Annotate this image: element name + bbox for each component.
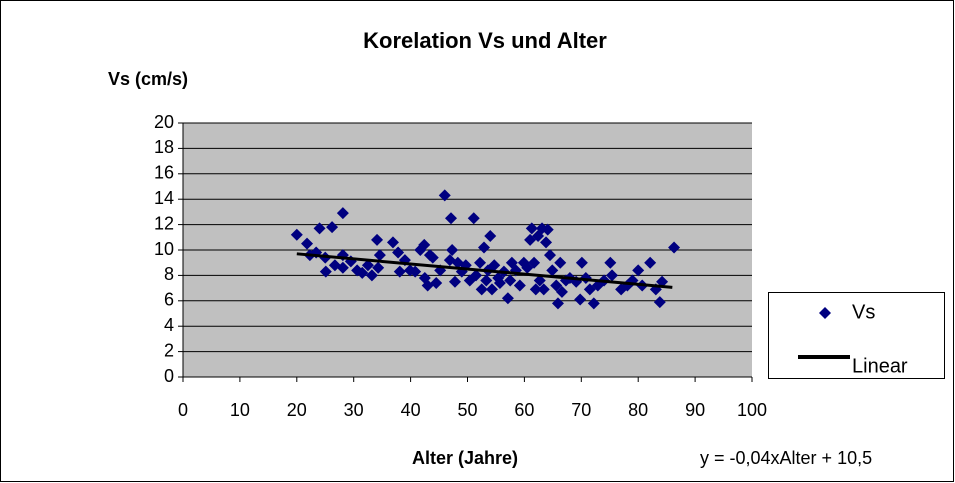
y-tick-label: 4 xyxy=(164,315,174,335)
point xyxy=(551,297,564,310)
point xyxy=(537,283,550,296)
y-tick-label: 0 xyxy=(164,366,174,386)
x-tick-label: 60 xyxy=(514,400,534,420)
point xyxy=(430,277,443,290)
point xyxy=(504,274,517,287)
point xyxy=(372,261,385,274)
point xyxy=(632,264,645,277)
point xyxy=(313,222,326,235)
point xyxy=(541,223,554,236)
y-axis-label: Vs (cm/s) xyxy=(108,69,188,89)
x-tick-label: 80 xyxy=(628,400,648,420)
legend-label: Linear xyxy=(852,355,908,377)
y-tick-label: 6 xyxy=(164,290,174,310)
x-tick-label: 40 xyxy=(401,400,421,420)
point xyxy=(533,274,546,287)
annotation: y = -0,04xAlter + 10,5 xyxy=(700,448,872,468)
point xyxy=(392,246,405,259)
point xyxy=(475,283,488,296)
point xyxy=(365,269,378,282)
point xyxy=(525,222,538,235)
point xyxy=(550,279,563,292)
x-tick-label: 70 xyxy=(571,400,591,420)
legend-label: Vs xyxy=(852,301,875,323)
point xyxy=(587,297,600,310)
point xyxy=(373,249,386,262)
legend xyxy=(768,292,945,379)
point xyxy=(409,265,422,278)
y-tick-label: 8 xyxy=(164,264,174,284)
x-axis-label: Alter (Jahre) xyxy=(412,448,518,468)
point xyxy=(544,249,557,262)
y-tick-label: 16 xyxy=(154,163,174,183)
point xyxy=(361,259,374,272)
point xyxy=(644,256,657,269)
point xyxy=(467,212,480,225)
point xyxy=(470,269,483,282)
x-tick-label: 10 xyxy=(230,400,250,420)
point xyxy=(444,212,457,225)
point xyxy=(356,266,369,279)
point xyxy=(301,237,314,250)
y-tick-label: 12 xyxy=(154,213,174,233)
point xyxy=(290,228,303,241)
y-tick-label: 20 xyxy=(154,112,174,132)
point xyxy=(606,269,619,282)
point xyxy=(386,236,399,249)
trendline xyxy=(296,252,673,289)
x-tick-label: 50 xyxy=(457,400,477,420)
y-tick-label: 18 xyxy=(154,137,174,157)
point xyxy=(426,251,439,264)
point xyxy=(326,221,339,234)
y-tick-label: 2 xyxy=(164,340,174,360)
point xyxy=(446,244,459,256)
point xyxy=(418,238,431,251)
point xyxy=(393,265,406,278)
point xyxy=(336,207,349,220)
point xyxy=(319,265,332,278)
x-tick-label: 100 xyxy=(737,400,767,420)
point xyxy=(653,296,666,309)
point xyxy=(555,285,568,298)
point xyxy=(493,277,506,290)
point xyxy=(480,274,493,287)
point xyxy=(668,241,681,254)
point xyxy=(574,293,587,306)
point xyxy=(438,189,451,202)
point xyxy=(310,246,323,259)
point xyxy=(529,283,542,296)
point xyxy=(484,230,497,243)
point xyxy=(546,264,559,277)
chart-title: Korelation Vs und Alter xyxy=(363,28,607,53)
x-tick-label: 0 xyxy=(178,400,188,420)
point xyxy=(554,256,567,269)
point xyxy=(604,256,617,269)
point xyxy=(488,259,501,272)
point xyxy=(336,261,349,274)
x-tick-label: 90 xyxy=(685,400,705,420)
point xyxy=(528,256,541,269)
point xyxy=(501,292,514,305)
point xyxy=(448,275,461,288)
legend-swatch xyxy=(819,307,831,319)
point xyxy=(505,256,518,269)
point xyxy=(540,236,553,249)
point xyxy=(474,256,487,269)
y-tick-label: 10 xyxy=(154,239,174,259)
point xyxy=(513,279,526,292)
x-tick-label: 20 xyxy=(287,400,307,420)
x-tick-label: 30 xyxy=(344,400,364,420)
point xyxy=(575,256,588,269)
point xyxy=(371,233,384,246)
point xyxy=(478,241,491,254)
y-tick-label: 14 xyxy=(154,188,174,208)
point xyxy=(485,283,498,296)
